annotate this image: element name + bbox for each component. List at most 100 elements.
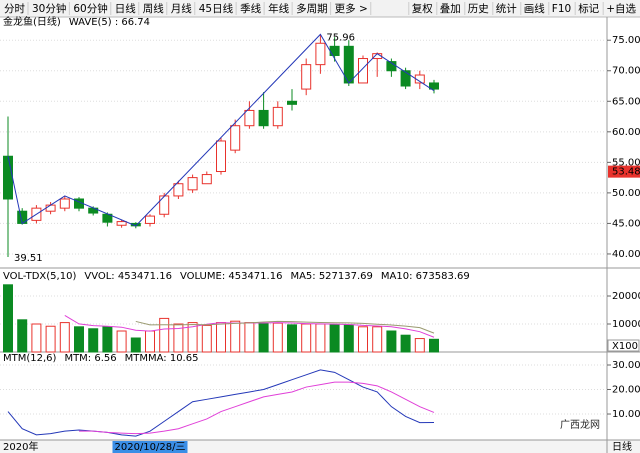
y-tick-label: 20.00: [612, 385, 640, 396]
volume-bar: [386, 330, 397, 353]
toolbar-button[interactable]: 45日线: [199, 2, 234, 15]
legend-entry: MA5: 527137.69: [290, 271, 372, 282]
volume-bar: [17, 319, 28, 353]
volume-bar: [3, 284, 13, 353]
toolbar-button[interactable]: 季线: [240, 2, 261, 15]
toolbar-button[interactable]: 统计: [496, 2, 517, 15]
volume-bar: [159, 317, 170, 353]
watermark: 广西龙网: [560, 418, 600, 431]
candle-body: [287, 100, 297, 105]
volume-bar: [414, 338, 425, 353]
legend-entry: MTM: 6.56: [64, 353, 116, 364]
line: [79, 381, 435, 435]
legend-entry: MA10: 673583.69: [381, 271, 470, 282]
toolbar-button[interactable]: 复权: [412, 2, 433, 15]
toolbar-button[interactable]: 多周期: [296, 2, 328, 15]
candle-body: [244, 109, 255, 127]
y-tick-label: 10000: [612, 319, 640, 330]
low-label: 39.51: [14, 253, 43, 264]
volume-bar: [329, 324, 340, 353]
high-label: 75.96: [326, 32, 355, 43]
panel-title: MTM(12,6): [3, 353, 57, 364]
toolbar-button[interactable]: 30分钟: [32, 2, 66, 15]
toolbar-button[interactable]: 60分钟: [73, 2, 107, 15]
candle-body: [429, 82, 439, 90]
volume-bar: [59, 322, 70, 353]
toolbar-button[interactable]: 日线: [115, 2, 136, 15]
candle-body: [258, 109, 269, 127]
volume-bar: [88, 328, 99, 353]
volume-bar: [116, 330, 127, 353]
y-tick-label: 30.00: [612, 360, 640, 371]
toolbar: [0, 0, 640, 17]
legend-entry: VOLUME: 453471.16: [180, 271, 283, 282]
volume-bar: [187, 322, 198, 353]
candle-body: [159, 195, 170, 215]
volume-bar: [315, 323, 326, 353]
toolbar-button[interactable]: 标记: [578, 3, 599, 15]
y-tick-label: 55.00: [612, 157, 640, 168]
y-tick-label: 75.00: [612, 35, 640, 46]
toolbar-button[interactable]: 更多 >: [335, 2, 368, 15]
toolbar-button[interactable]: 画线: [524, 2, 545, 15]
volume-bar: [230, 320, 241, 353]
unit-label: X100: [612, 341, 638, 352]
y-tick-label: 60.00: [612, 127, 640, 138]
candle-body: [116, 221, 127, 226]
candle-body: [3, 155, 13, 200]
bottom-bar: [0, 440, 640, 453]
toolbar-button[interactable]: +自选: [606, 2, 636, 15]
candle-body: [400, 70, 411, 87]
candle-body: [173, 183, 184, 197]
y-tick-label: 10.00: [612, 409, 640, 420]
panel-title: 金龙鱼(日线): [3, 15, 61, 28]
volume-bar: [400, 334, 411, 353]
y-tick-label: 50.00: [612, 188, 640, 199]
toolbar-button[interactable]: 月线: [171, 2, 192, 15]
y-tick-label: 20000: [612, 291, 640, 302]
candle-body: [187, 177, 198, 191]
y-tick-label: 40.00: [612, 249, 640, 260]
volume-bar: [45, 325, 56, 353]
line: [7, 33, 435, 227]
candle-body: [230, 125, 241, 151]
x-tick-label: 2020年: [3, 440, 38, 453]
panel-subtitle: WAVE(5) : 66.74: [69, 17, 150, 28]
crosshair-date-box: [112, 441, 188, 453]
toolbar-button[interactable]: 周线: [143, 2, 164, 15]
toolbar-button[interactable]: 历史: [468, 3, 489, 15]
period-label: 日线: [612, 440, 632, 453]
toolbar-button[interactable]: 叠加: [440, 3, 461, 15]
volume-bar: [244, 322, 255, 353]
volume-bar: [429, 338, 439, 353]
last-value-box: [608, 165, 640, 178]
y-tick-label: 65.00: [612, 96, 640, 107]
volume-bar: [258, 322, 269, 353]
candle-body: [45, 204, 56, 212]
volume-bar: [102, 326, 113, 353]
volume-bar: [216, 322, 226, 353]
volume-bar: [343, 324, 354, 353]
legend-entry: VVOL: 453471.16: [84, 271, 172, 282]
volume-bar: [358, 326, 368, 353]
volume-bar: [173, 323, 184, 353]
volume-bar: [74, 326, 84, 353]
volume-bar: [145, 330, 155, 353]
x-tick-label: 2020/10/28/三: [114, 442, 185, 453]
volume-bar: [301, 323, 312, 353]
line: [135, 320, 435, 334]
volume-bar: [201, 324, 212, 353]
volume-bar: [31, 323, 42, 353]
candle-body: [301, 64, 312, 90]
candle-body: [59, 198, 70, 209]
toolbar-button[interactable]: F10: [552, 3, 571, 15]
candle-body: [216, 140, 226, 173]
volume-bar: [272, 322, 283, 353]
toolbar-button[interactable]: 分时: [4, 3, 25, 15]
toolbar-button[interactable]: 年线: [268, 2, 289, 15]
legend-entry: MTMMA: 10.65: [125, 353, 199, 364]
unit-box: [607, 339, 640, 352]
volume-bar: [372, 326, 383, 353]
candle-body: [201, 174, 212, 185]
